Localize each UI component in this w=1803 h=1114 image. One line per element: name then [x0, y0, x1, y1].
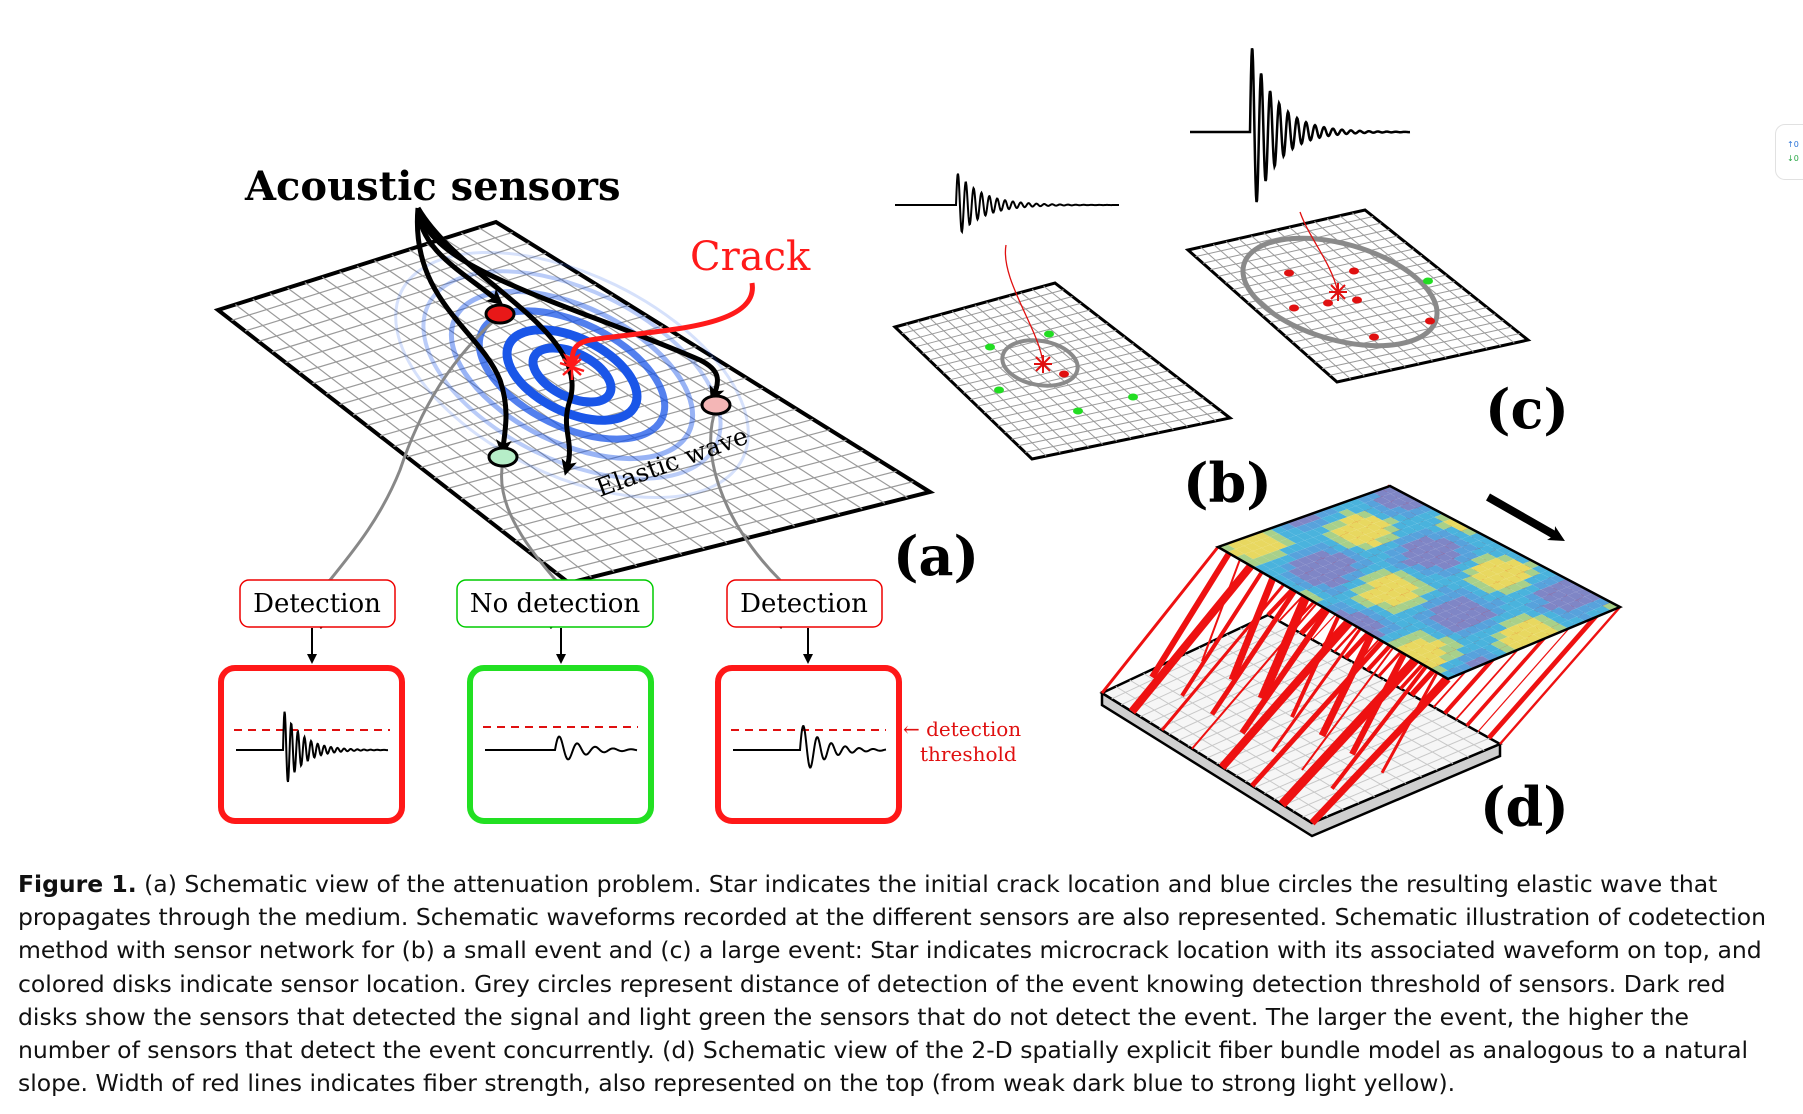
- panel-d-label: (d): [1480, 775, 1569, 839]
- waveform-strong: [236, 711, 389, 783]
- waveform-weak: [485, 735, 638, 761]
- microcrack-star-c-icon: [1329, 283, 1347, 301]
- figure-caption: Figure 1. (a) Schematic view of the atte…: [18, 868, 1788, 1100]
- detection-circle-large: [1240, 235, 1440, 349]
- caption-heading: Figure 1.: [18, 870, 137, 898]
- detection-box-2: No detection: [456, 579, 654, 628]
- threshold-lines: [234, 726, 886, 731]
- panel-b-label: (b): [1183, 451, 1272, 515]
- side-widget-down: ↓0: [1787, 154, 1799, 163]
- sensor-undetected-left: [487, 446, 519, 468]
- detection-label-1: Detection: [253, 589, 381, 619]
- microcrack-star-b-icon: [1034, 355, 1052, 373]
- detection-box-3: Detection: [726, 579, 883, 628]
- sensor-detected-top: [484, 303, 516, 325]
- crack-star-icon: [559, 356, 585, 380]
- side-widget-up: ↑0: [1787, 140, 1799, 149]
- detection-box-1: Detection: [239, 579, 396, 628]
- threshold-label-line2: threshold: [920, 742, 1017, 766]
- figure-1: Acoustic sensors Crack Elastic wave (a) …: [213, 47, 1623, 839]
- panel-c-label: (c): [1485, 377, 1569, 441]
- panel-c: (c): [1184, 47, 1569, 441]
- heatmap-border: [1215, 484, 1623, 681]
- detection-circle-small: [1000, 338, 1080, 388]
- waveform-small-event: [895, 173, 1120, 235]
- panel-a-label: (a): [893, 524, 979, 588]
- crack-label: Crack: [690, 234, 811, 280]
- waveform-box-3: [715, 665, 902, 824]
- ray-c: [1299, 211, 1339, 293]
- box-arrows: [307, 628, 813, 664]
- caption-text: (a) Schematic view of the attenuation pr…: [18, 870, 1767, 1098]
- acoustic-sensors-label: Acoustic sensors: [244, 163, 620, 210]
- slope-arrow: [1486, 493, 1565, 541]
- fiber-strength-heatmap: [1218, 486, 1620, 679]
- crack-arrow: [563, 282, 755, 371]
- sensor-disks-b: [985, 330, 1138, 415]
- grid-lines-b: [901, 285, 1222, 457]
- panel-b: (b): [892, 173, 1272, 515]
- panel-d: (d): [1099, 484, 1623, 839]
- side-widget[interactable]: ↑0 ↓0: [1775, 124, 1803, 180]
- plate-grid-c: [1184, 208, 1532, 384]
- waveform-box-2: [467, 665, 654, 824]
- waveform-large-event: [1190, 47, 1411, 203]
- panel-a: Acoustic sensors Crack Elastic wave (a) …: [213, 163, 1021, 824]
- ray-b: [1004, 244, 1044, 365]
- sensor-disks-c: [1284, 267, 1435, 341]
- detection-label-3: Detection: [740, 589, 868, 619]
- waveform-medium: [733, 725, 887, 769]
- detection-label-2: No detection: [470, 589, 641, 619]
- threshold-label-line1: ← detection: [903, 717, 1021, 741]
- sensor-detected-right: [700, 394, 732, 416]
- sensor-cables: [328, 316, 782, 586]
